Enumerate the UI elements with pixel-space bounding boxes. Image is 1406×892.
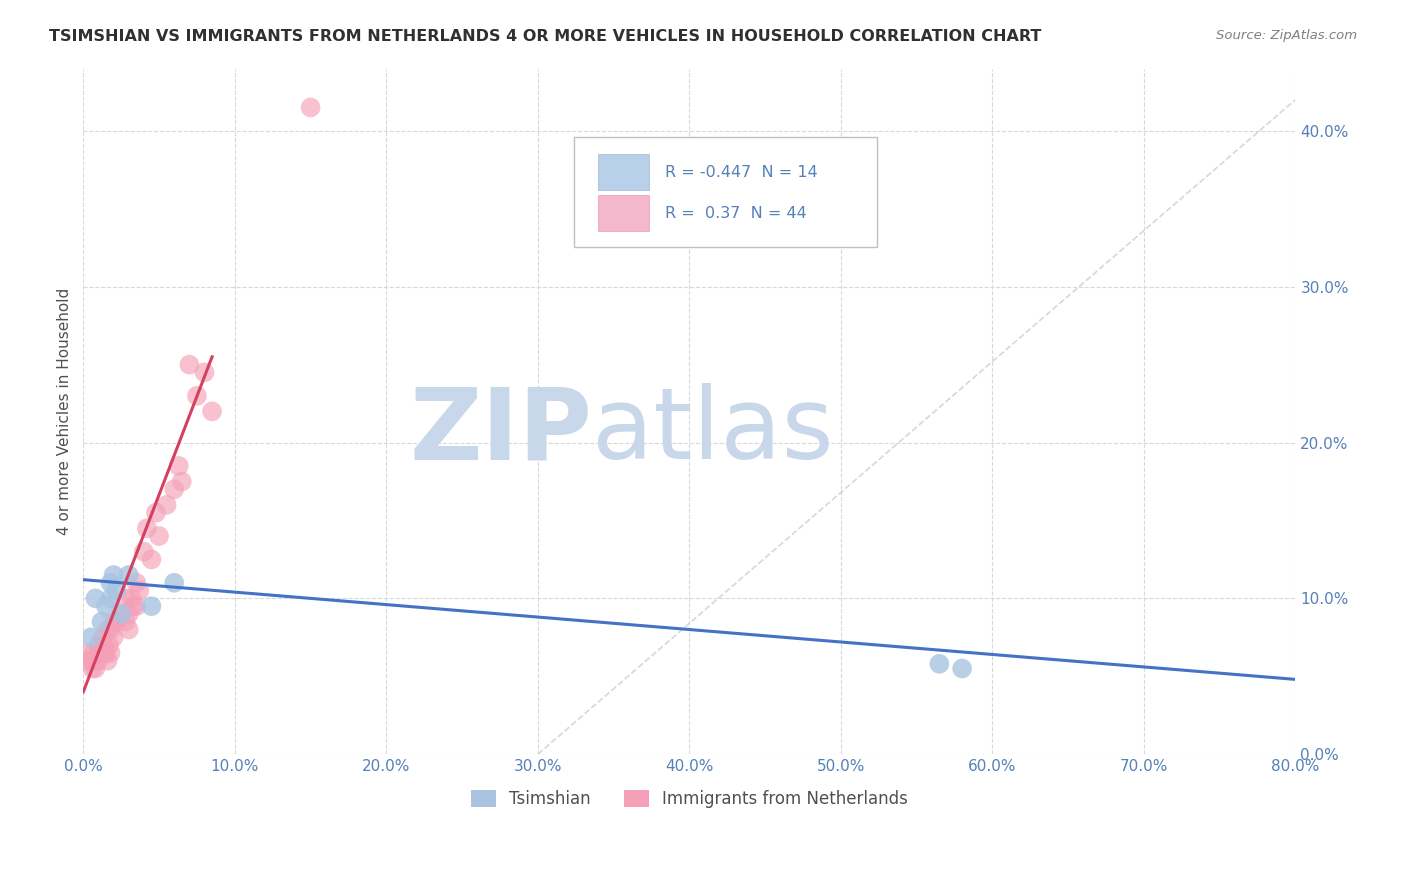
Point xyxy=(80,654,103,668)
Point xyxy=(100,646,122,660)
Text: atlas: atlas xyxy=(592,384,834,481)
Text: TSIMSHIAN VS IMMIGRANTS FROM NETHERLANDS 4 OR MORE VEHICLES IN HOUSEHOLD CORRELA: TSIMSHIAN VS IMMIGRANTS FROM NETHERLANDS… xyxy=(49,29,1042,44)
Point xyxy=(84,591,107,606)
Text: R =  0.37  N = 44: R = 0.37 N = 44 xyxy=(665,206,807,220)
Point xyxy=(114,591,136,606)
Point xyxy=(128,583,150,598)
Text: ZIP: ZIP xyxy=(409,384,592,481)
Point xyxy=(148,529,170,543)
Point xyxy=(105,615,128,629)
Point xyxy=(91,630,114,644)
Point xyxy=(118,623,141,637)
Point xyxy=(110,607,132,621)
Point xyxy=(141,552,163,566)
Point xyxy=(84,661,107,675)
Point xyxy=(76,646,98,660)
Point xyxy=(100,623,122,637)
Point xyxy=(75,654,97,668)
Point xyxy=(90,646,112,660)
FancyBboxPatch shape xyxy=(599,195,650,231)
FancyBboxPatch shape xyxy=(599,154,650,190)
Legend: Tsimshian, Immigrants from Netherlands: Tsimshian, Immigrants from Netherlands xyxy=(464,783,915,814)
Point xyxy=(163,575,186,590)
Point xyxy=(125,599,148,614)
Point xyxy=(100,591,122,606)
Point xyxy=(100,575,122,590)
Point xyxy=(179,358,201,372)
Point xyxy=(103,630,125,644)
Point xyxy=(83,646,105,660)
Point xyxy=(136,521,159,535)
Point xyxy=(141,599,163,614)
Point xyxy=(96,654,118,668)
Point xyxy=(928,657,950,671)
Point xyxy=(105,583,128,598)
Point xyxy=(82,661,104,675)
Point xyxy=(125,575,148,590)
Point xyxy=(118,568,141,582)
Text: R = -0.447  N = 14: R = -0.447 N = 14 xyxy=(665,164,818,179)
Point xyxy=(163,483,186,497)
Point xyxy=(98,638,121,652)
Point xyxy=(110,607,132,621)
Point xyxy=(156,498,179,512)
Point xyxy=(118,607,141,621)
Point xyxy=(167,458,190,473)
Point xyxy=(90,615,112,629)
Y-axis label: 4 or more Vehicles in Household: 4 or more Vehicles in Household xyxy=(58,288,72,535)
Point xyxy=(103,568,125,582)
Point xyxy=(121,591,143,606)
Point xyxy=(132,544,155,558)
Point xyxy=(186,389,208,403)
Point xyxy=(91,638,114,652)
FancyBboxPatch shape xyxy=(574,137,877,247)
Point xyxy=(114,615,136,629)
Point xyxy=(145,506,167,520)
Point xyxy=(170,475,193,489)
Point xyxy=(94,599,117,614)
Point xyxy=(299,100,322,114)
Point xyxy=(94,646,117,660)
Text: Source: ZipAtlas.com: Source: ZipAtlas.com xyxy=(1216,29,1357,42)
Point xyxy=(96,623,118,637)
Point xyxy=(80,630,103,644)
Point xyxy=(87,638,110,652)
Point xyxy=(103,615,125,629)
Point xyxy=(87,654,110,668)
Point xyxy=(201,404,224,418)
Point xyxy=(122,599,145,614)
Point xyxy=(950,661,973,675)
Point xyxy=(193,365,215,379)
